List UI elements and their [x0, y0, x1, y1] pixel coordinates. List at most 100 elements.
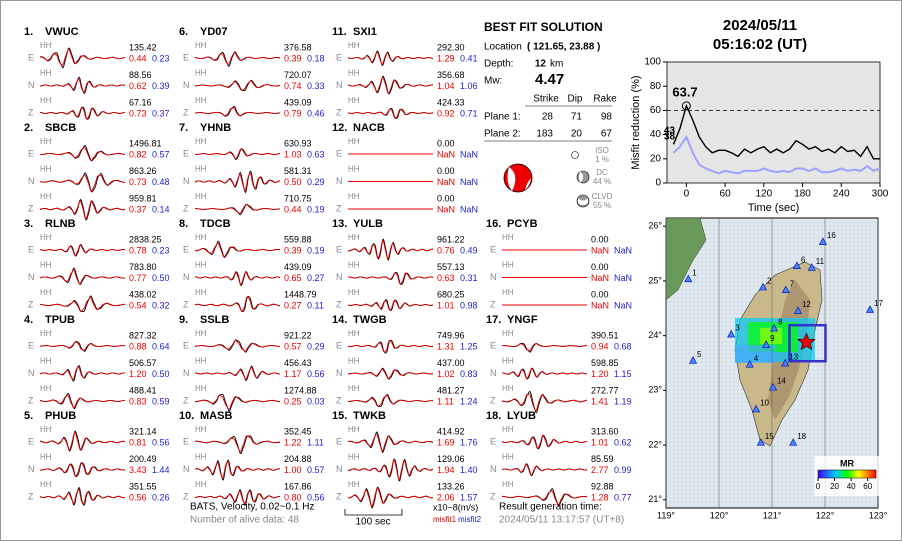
misfit2: 0.57 — [152, 149, 170, 159]
misfit2: 1.24 — [460, 396, 478, 406]
component-value: 1 % — [595, 155, 609, 164]
x-tick-label: 300 — [872, 189, 889, 200]
component-value: 44 % — [593, 177, 611, 186]
dc-icon — [576, 170, 590, 184]
amplitude: 67.16 — [129, 97, 152, 107]
amplitude: 133.26 — [437, 481, 465, 491]
misfit1: NaN — [591, 245, 609, 255]
misfit1: 0.74 — [284, 81, 302, 91]
generation-time: 2024/05/11 13:17:57 (UT+8) — [499, 515, 624, 526]
amplitude: 376.58 — [284, 42, 312, 52]
misfit2: NaN — [614, 273, 632, 283]
amplitude: 2838.25 — [129, 234, 162, 244]
component: E — [336, 244, 342, 254]
component: N — [183, 176, 190, 186]
network-code: HH — [348, 425, 360, 434]
component: E — [490, 436, 496, 446]
network-code: HH — [40, 384, 52, 393]
misfit1: 0.54 — [129, 300, 147, 310]
component: N — [28, 272, 35, 282]
misfit1: NaN — [437, 149, 455, 159]
misfit-heat — [735, 345, 775, 363]
component: Z — [183, 107, 189, 117]
colorbar-label: 20 — [830, 482, 839, 491]
station-number: 5. — [24, 410, 33, 422]
amplitude: 827.32 — [129, 330, 157, 340]
waveform-synthetic — [347, 339, 434, 353]
network-code: HH — [502, 233, 514, 242]
amplitude: 1448.79 — [284, 289, 317, 299]
waveform-synthetic — [194, 339, 281, 352]
mw-label: Mw: — [484, 76, 502, 87]
waveform-synthetic — [501, 343, 587, 352]
x-tick-label: 60 — [720, 189, 732, 200]
component: N — [183, 272, 190, 282]
amplitude: 456.43 — [284, 358, 312, 368]
amplitude: 439.09 — [284, 262, 312, 272]
component: E — [183, 148, 189, 158]
network-code: HH — [502, 384, 514, 393]
station-marker — [770, 323, 779, 332]
component: E — [336, 148, 342, 158]
amplitude: 0.00 — [437, 138, 455, 148]
station-name: TPUB — [45, 314, 75, 326]
component: E — [490, 340, 496, 350]
plane-value: 67 — [601, 129, 613, 140]
component: Z — [336, 491, 342, 501]
network-code: HH — [195, 329, 207, 338]
misfit2: 1.15 — [614, 369, 632, 379]
network-code: HH — [40, 288, 52, 297]
station-number: 2. — [24, 122, 33, 134]
network-code: HH — [348, 165, 360, 174]
clvd-icon — [576, 194, 590, 208]
misfit2: 0.48 — [152, 177, 170, 187]
component: E — [183, 52, 189, 62]
waveform-synthetic — [347, 459, 434, 481]
misfit1: 0.78 — [129, 245, 147, 255]
misfit2: 0.59 — [152, 396, 170, 406]
waveform-synthetic — [501, 490, 588, 506]
misfit1: 1.20 — [591, 369, 609, 379]
y-axis-label: Misfit reduction (%) — [630, 75, 642, 169]
network-code: HH — [195, 69, 207, 78]
waveform-synthetic — [347, 76, 434, 95]
misfit1: 0.65 — [284, 273, 302, 283]
component: E — [183, 340, 189, 350]
misfit2: 0.32 — [152, 300, 170, 310]
misfit2: 0.99 — [614, 465, 632, 475]
misfit2: 0.68 — [614, 341, 632, 351]
misfit1: 1.22 — [284, 437, 302, 447]
misfit1: 0.57 — [284, 341, 302, 351]
station-label: 16 — [827, 231, 836, 240]
component: Z — [183, 395, 189, 405]
misfit2: 0.33 — [307, 81, 325, 91]
station-marker — [781, 285, 790, 294]
waveform-synthetic — [39, 174, 126, 192]
misfit1: 1.28 — [591, 492, 609, 502]
component-name: CLVD — [592, 192, 613, 201]
misfit1: 0.62 — [129, 81, 147, 91]
misfit2: 0.56 — [307, 369, 325, 379]
amplitude: 351.55 — [129, 481, 157, 491]
amplitude: 438.02 — [129, 289, 157, 299]
depth-label: Depth: — [484, 59, 513, 70]
network-code: HH — [348, 192, 360, 201]
amplitude: 167.86 — [284, 481, 312, 491]
network-code: HH — [195, 480, 207, 489]
misfit2: 1.40 — [460, 465, 478, 475]
misfit2: 0.14 — [152, 204, 170, 214]
location: ( 121.65, 23.88 ) — [527, 42, 600, 53]
misfit2: 0.56 — [152, 437, 170, 447]
y-tick-label: 0 — [655, 178, 661, 189]
station-name: VWUC — [45, 26, 79, 38]
network-code: HH — [40, 69, 52, 78]
component: E — [28, 436, 34, 446]
station-marker — [793, 306, 802, 314]
network-code: HH — [502, 480, 514, 489]
station-number: 1. — [24, 26, 33, 38]
network-code: HH — [502, 329, 514, 338]
misfit1: 0.94 — [591, 341, 609, 351]
misfit2: 0.56 — [307, 492, 325, 502]
amplitude: 88.56 — [129, 70, 152, 80]
